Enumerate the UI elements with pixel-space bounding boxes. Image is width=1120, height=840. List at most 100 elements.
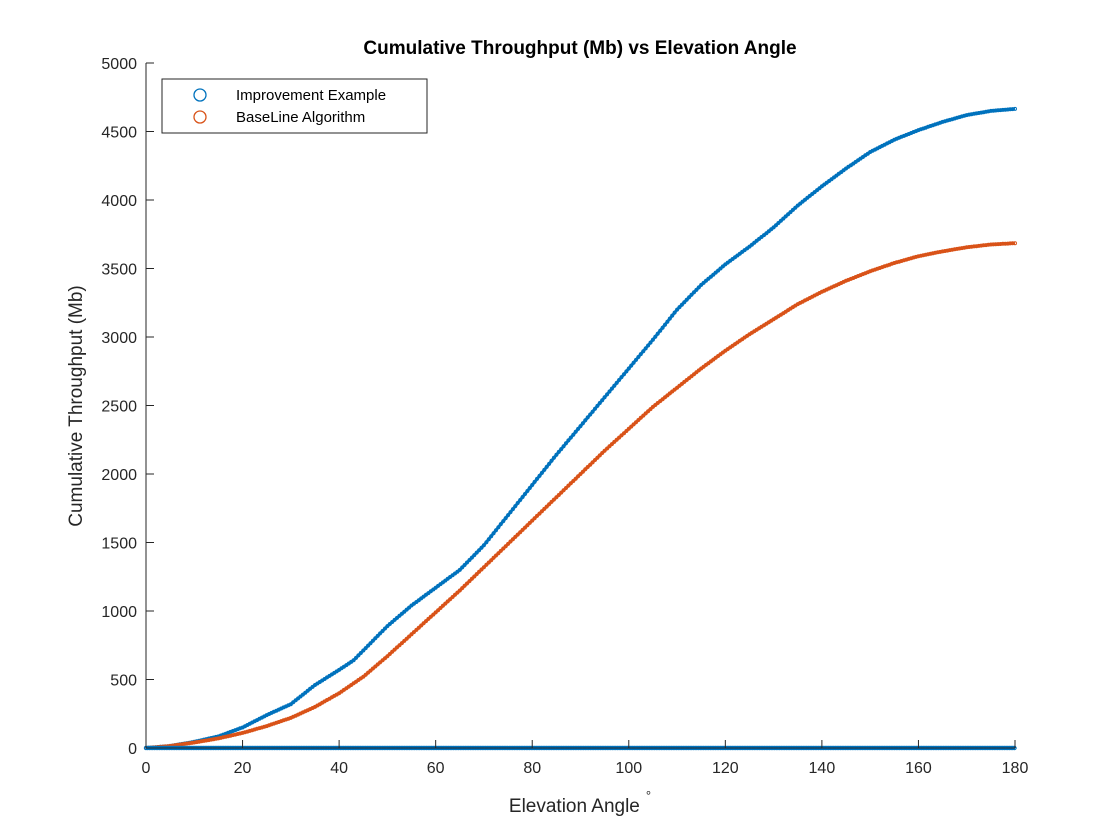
data-point xyxy=(812,190,817,195)
y-tick-label: 4500 xyxy=(101,125,137,142)
data-point xyxy=(938,249,943,254)
data-point xyxy=(766,229,771,234)
data-point xyxy=(513,534,518,539)
data-point xyxy=(494,553,498,558)
data-point xyxy=(967,112,972,117)
data-point xyxy=(974,244,979,249)
data-point xyxy=(465,560,469,565)
data-point xyxy=(607,444,612,449)
data-point xyxy=(631,360,636,365)
data-point xyxy=(716,268,721,273)
data-point xyxy=(351,658,356,663)
data-point xyxy=(735,253,740,258)
data-point xyxy=(428,589,433,594)
data-point xyxy=(655,401,660,405)
data-point xyxy=(489,558,494,563)
data-point xyxy=(991,108,996,113)
data-point xyxy=(503,544,508,549)
data-point xyxy=(566,438,571,443)
data-point xyxy=(385,654,390,659)
data-point xyxy=(578,472,583,476)
data-point xyxy=(648,340,653,345)
data-point xyxy=(643,411,648,416)
data-point xyxy=(687,295,692,300)
data-point xyxy=(368,641,373,646)
data-point xyxy=(783,214,788,219)
data-point xyxy=(580,421,585,426)
data-point xyxy=(1013,241,1017,246)
data-point xyxy=(650,404,655,409)
data-point xyxy=(474,572,479,577)
data-point xyxy=(964,113,969,118)
data-point xyxy=(619,375,624,380)
data-point xyxy=(547,502,552,507)
data-point xyxy=(477,569,482,574)
data-point xyxy=(467,579,472,584)
data-point xyxy=(542,467,547,472)
data-point xyxy=(580,469,585,474)
data-point xyxy=(421,594,426,599)
data-point xyxy=(638,352,643,357)
data-point xyxy=(708,274,713,279)
y-tick-label: 500 xyxy=(110,673,137,690)
data-point xyxy=(551,455,556,460)
data-point xyxy=(679,302,684,307)
data-point xyxy=(354,655,358,660)
data-point xyxy=(976,111,981,115)
data-point xyxy=(491,531,496,536)
data-point xyxy=(496,551,501,556)
data-point xyxy=(996,242,1001,247)
data-point xyxy=(665,393,670,398)
data-point xyxy=(402,638,407,643)
data-point xyxy=(805,195,810,200)
data-point xyxy=(554,495,559,500)
data-point xyxy=(436,608,441,613)
data-point xyxy=(841,168,846,173)
data-point xyxy=(537,473,542,478)
data-point xyxy=(672,310,677,315)
data-point xyxy=(197,739,202,744)
data-point xyxy=(790,207,795,212)
data-point xyxy=(576,426,581,431)
data-point xyxy=(375,633,380,638)
data-point xyxy=(559,490,564,495)
data-point xyxy=(991,242,996,247)
data-point xyxy=(390,649,395,654)
data-point xyxy=(754,238,759,243)
data-point xyxy=(380,658,385,663)
data-point xyxy=(776,221,781,225)
series-line xyxy=(145,107,1016,750)
data-point xyxy=(544,464,549,469)
data-point xyxy=(554,452,559,457)
data-point xyxy=(749,242,754,247)
data-point xyxy=(539,509,544,514)
data-point xyxy=(962,245,967,250)
data-point xyxy=(711,272,716,277)
data-point xyxy=(561,488,566,493)
data-point xyxy=(609,386,614,391)
data-point xyxy=(296,696,301,701)
data-point xyxy=(998,108,1003,113)
data-point xyxy=(699,366,704,371)
data-point xyxy=(629,363,634,368)
data-point xyxy=(660,325,665,330)
data-point xyxy=(648,407,653,412)
data-point xyxy=(725,260,730,265)
data-point xyxy=(407,634,412,639)
data-point xyxy=(798,201,803,206)
data-point xyxy=(363,672,368,677)
series-baseline-algorithm xyxy=(144,241,1017,750)
data-point xyxy=(720,350,725,355)
data-point xyxy=(308,686,313,691)
data-point xyxy=(576,474,581,479)
data-point xyxy=(701,280,706,285)
data-point xyxy=(689,374,694,379)
data-point xyxy=(675,307,680,312)
data-point xyxy=(614,380,619,385)
data-point xyxy=(455,590,460,595)
data-point xyxy=(486,560,491,565)
data-point xyxy=(455,569,460,574)
data-point xyxy=(614,437,619,442)
data-point xyxy=(387,652,392,656)
legend: Improvement Example BaseLine Algorithm xyxy=(161,78,428,134)
